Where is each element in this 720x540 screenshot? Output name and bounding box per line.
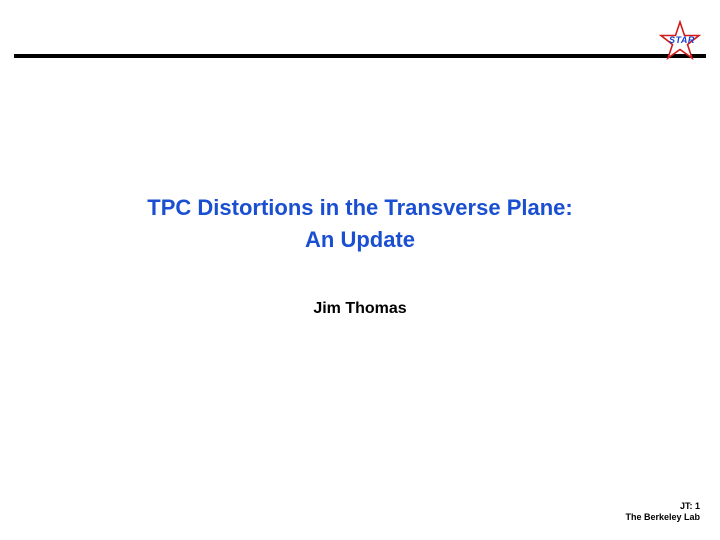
top-rule (14, 54, 706, 58)
title-line-2: An Update (0, 224, 720, 256)
author-block: Jim Thomas (0, 300, 720, 318)
star-logo: STAR (658, 20, 702, 64)
footer-line-2: The Berkeley Lab (625, 512, 700, 524)
author-name: Jim Thomas (0, 300, 720, 318)
star-logo-text: STAR (669, 35, 695, 45)
title-line-1: TPC Distortions in the Transverse Plane: (0, 192, 720, 224)
title-block: TPC Distortions in the Transverse Plane:… (0, 192, 720, 256)
footer: JT: 1 The Berkeley Lab (625, 501, 700, 524)
footer-line-1: JT: 1 (625, 501, 700, 513)
